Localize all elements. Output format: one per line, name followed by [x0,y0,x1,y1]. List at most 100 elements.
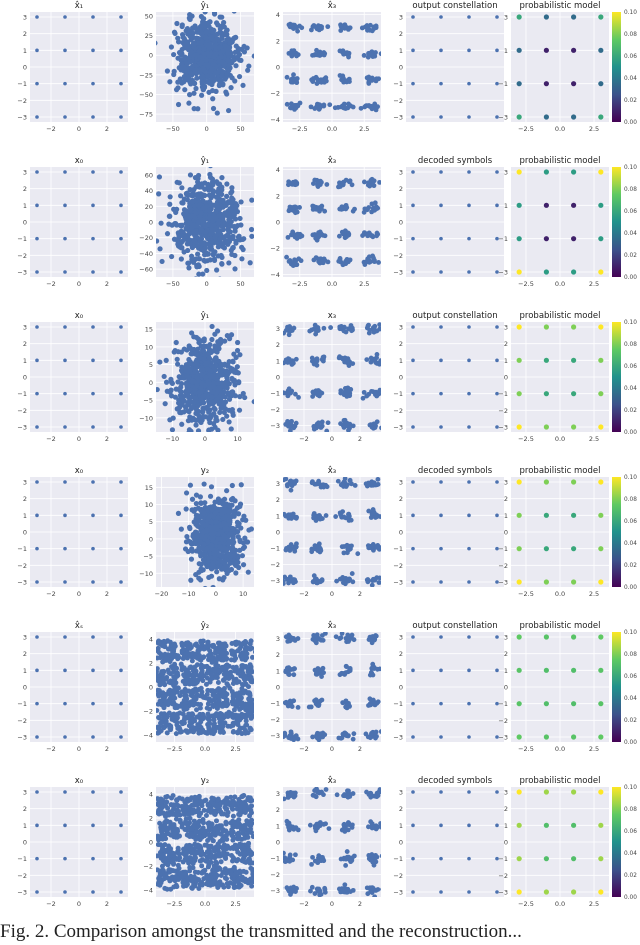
point [170,415,176,421]
point [91,81,95,86]
point [467,325,471,329]
y-tick-label: 3 [23,169,27,177]
point [198,419,204,426]
point [203,29,209,35]
point [183,490,190,496]
point [345,578,351,584]
colorbar-r1: 0.000.020.040.060.080.10Probability [612,165,637,281]
point [219,693,225,699]
point [495,15,499,19]
point [201,509,207,516]
point [299,25,305,31]
point [231,57,237,63]
point [209,227,215,233]
point [196,408,202,415]
y-tick-label: 0 [149,219,153,227]
point [35,81,39,86]
point [228,207,234,213]
prob-point [516,424,522,430]
point [228,426,234,432]
point [235,522,242,528]
point [178,703,184,709]
point [194,75,200,81]
point [198,74,204,80]
point [411,236,415,241]
point [287,204,293,210]
point [292,545,298,551]
point [205,78,211,85]
point [35,203,39,208]
point [200,348,207,354]
point [411,425,415,429]
prob-point [543,169,549,175]
y-tick-label: 15 [145,326,153,334]
point [199,92,205,98]
x-tick-label: −2.5 [292,280,308,288]
point [355,551,361,557]
point [349,481,354,487]
y-tick-label: 0 [399,64,403,72]
prob-point [598,391,604,397]
point [216,229,222,235]
point [187,59,193,65]
point [171,700,177,706]
point [176,65,182,71]
point [312,322,318,328]
point [156,238,160,244]
colorbar-gradient [612,12,621,122]
point [212,355,219,361]
point [439,325,443,329]
point [352,483,358,488]
point [239,686,245,692]
point [313,331,319,337]
panel-title: ŷ₁ [201,156,209,166]
point [229,375,235,382]
point [210,380,217,386]
point [63,170,67,174]
point [233,34,239,40]
y-tick-label: −10 [139,570,153,578]
point [222,643,228,649]
point [233,203,239,209]
y-tick-label: 5 [149,361,153,369]
point [189,496,196,502]
point [219,664,225,670]
prob-point [543,424,549,430]
y-tick-label: 2 [23,185,27,193]
point [226,67,232,74]
point [224,681,230,687]
point [347,393,353,399]
point [378,51,381,57]
point [157,698,163,704]
point [201,400,207,406]
point [348,387,354,392]
x-tick-label: 2 [105,590,109,598]
point [346,54,351,60]
point [319,357,325,362]
point [343,258,349,264]
point [374,328,380,334]
colorbar-tick-label: 0.10 [624,10,637,16]
point [184,197,190,203]
point [235,716,241,722]
point [347,257,353,263]
point [364,393,370,399]
point [195,428,202,432]
colorbar-tick-label: 0.06 [624,364,637,370]
point [119,580,123,584]
point [204,267,210,274]
point [166,646,172,652]
prob-point [516,479,522,485]
point [368,422,374,428]
point [374,393,380,398]
point [171,236,178,242]
prob-point [543,512,549,518]
point [214,110,220,116]
point [230,358,236,364]
point [159,258,165,265]
point [377,322,381,328]
point [205,538,211,545]
